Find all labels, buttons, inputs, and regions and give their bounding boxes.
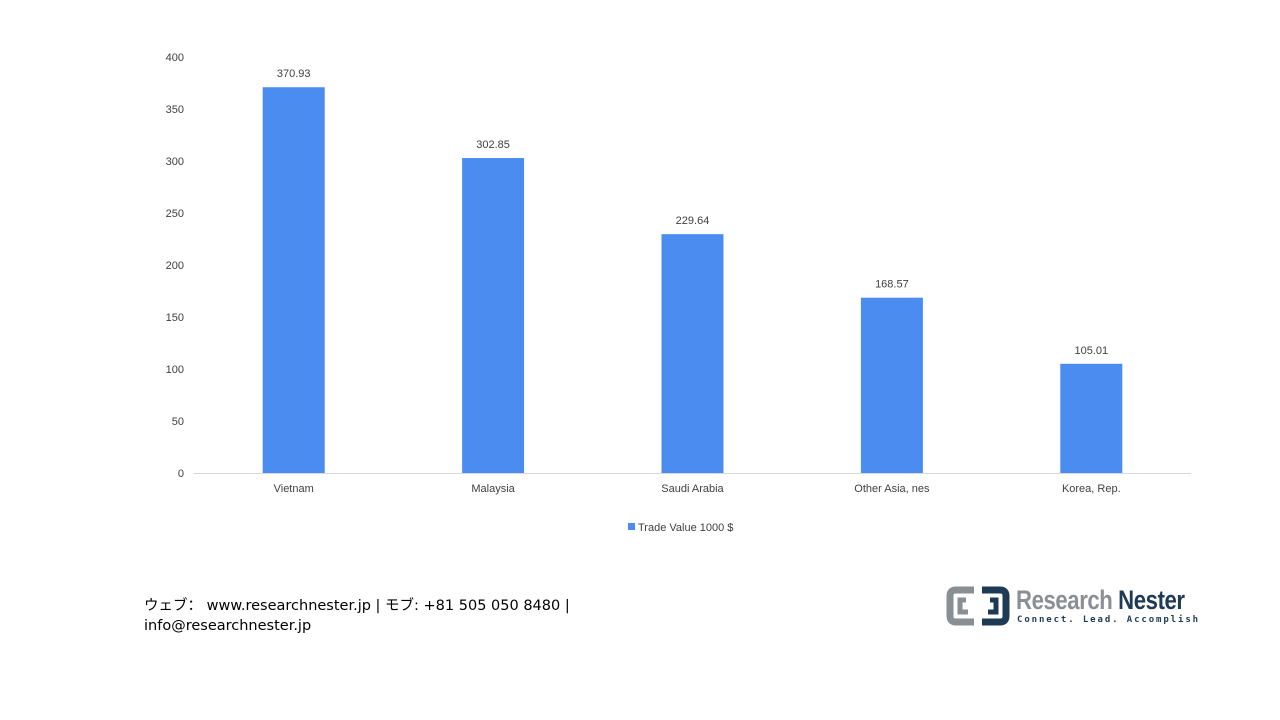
x-tick-label: Saudi Arabia — [661, 483, 724, 495]
bar — [262, 87, 325, 474]
x-tick-label: Other Asia, nes — [854, 483, 930, 495]
y-tick-label: 300 — [166, 156, 184, 168]
legend-swatch — [628, 523, 635, 530]
logo-name-part-2: Nester — [1118, 585, 1185, 615]
bar — [860, 297, 923, 473]
logo-name: Research Nester — [1016, 585, 1185, 616]
data-label: 229.64 — [676, 215, 710, 227]
x-tick-label: Vietnam — [274, 483, 314, 495]
y-tick-label: 150 — [166, 312, 184, 324]
footer-email: info@researchnester.jp — [144, 618, 312, 634]
bar-chart: 0 50 100 150 200 250 300 350 400 370.93 Vietnam 302… — [166, 52, 1191, 534]
y-tick-label: 250 — [166, 208, 184, 220]
y-tick-label: 50 — [172, 416, 184, 428]
research-nester-logo: Research Nester Connect. Lead. Accomplis… — [946, 585, 1198, 630]
footer-contact-info: ウェブ： www.researchnester.jp | モブ: +81 505… — [144, 596, 604, 636]
bar — [462, 158, 525, 473]
x-tick-label: Malaysia — [471, 483, 515, 495]
y-tick-label: 200 — [166, 260, 184, 272]
data-label: 168.57 — [875, 279, 909, 291]
y-tick-label: 0 — [178, 468, 184, 480]
y-tick-label: 100 — [166, 364, 184, 376]
logo-tagline: Connect. Lead. Accomplish — [1017, 615, 1200, 625]
legend-label: Trade Value 1000 $ — [638, 522, 733, 534]
footer-contact-line-1: ウェブ： www.researchnester.jp | モブ: +81 505… — [144, 598, 570, 614]
y-tick-label: 400 — [166, 52, 184, 64]
data-label: 370.93 — [277, 68, 311, 80]
bar — [1060, 363, 1123, 473]
y-tick-label: 350 — [166, 104, 184, 116]
data-label: 302.85 — [476, 139, 510, 151]
x-tick-label: Korea, Rep. — [1062, 483, 1121, 495]
logo-name-part-1: Research — [1016, 585, 1113, 615]
bar — [661, 234, 724, 473]
logo-mark-icon — [946, 586, 1010, 626]
legend: Trade Value 1000 $ — [628, 522, 733, 534]
data-label: 105.01 — [1074, 345, 1108, 357]
